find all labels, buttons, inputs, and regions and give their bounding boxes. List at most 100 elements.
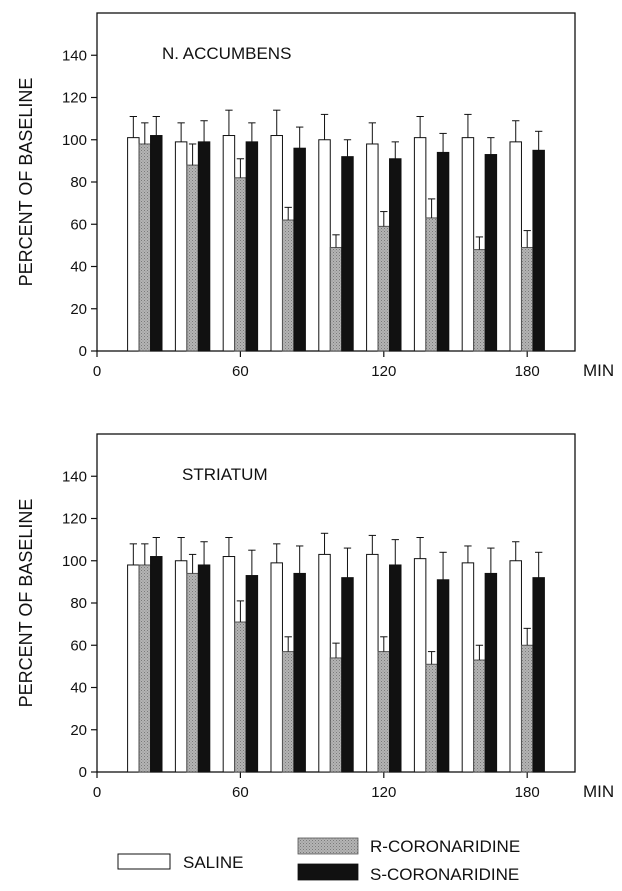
x-tick-label: 0 — [93, 363, 101, 380]
bar-s-coronaridine — [293, 572, 306, 773]
bar-saline — [366, 143, 379, 352]
y-tick-label: 140 — [62, 468, 87, 485]
y-tick-label: 140 — [62, 47, 87, 64]
y-tick-label: 0 — [79, 764, 87, 781]
bar-saline — [127, 137, 140, 352]
y-tick-label: 100 — [62, 553, 87, 570]
y-tick-label: 20 — [70, 722, 87, 739]
y-tick-label: 60 — [70, 637, 87, 654]
bar-saline — [222, 135, 236, 352]
legend-swatch-s-coronaridine — [297, 863, 359, 881]
x-tick-label: 180 — [515, 363, 540, 380]
x-tick-label: 180 — [515, 784, 540, 801]
legend-label-saline: SALINE — [183, 853, 243, 872]
x-tick-label: 120 — [371, 784, 396, 801]
bar-saline — [461, 562, 475, 773]
bar-s-coronaridine — [532, 577, 545, 773]
y-tick-label: 40 — [70, 259, 87, 276]
bar-saline — [509, 560, 522, 773]
bar-s-coronaridine — [150, 135, 163, 352]
panel-title: STRIATUM — [182, 465, 268, 484]
bar-r-coronaridine — [281, 219, 295, 352]
bar-s-coronaridine — [341, 156, 354, 352]
y-tick-label: 20 — [70, 301, 87, 318]
y-tick-label: 80 — [70, 174, 87, 191]
bar-saline — [318, 553, 331, 773]
bar-r-coronaridine — [138, 143, 152, 352]
bar-marks — [127, 532, 545, 773]
bar-r-coronaridine — [329, 246, 343, 352]
bar-s-coronaridine — [197, 141, 211, 352]
bar-r-coronaridine — [425, 663, 438, 773]
bar-r-coronaridine — [473, 659, 486, 773]
bar-saline — [413, 558, 427, 773]
x-tick-label: 60 — [232, 363, 249, 380]
y-tick-label: 80 — [70, 595, 87, 612]
bar-saline — [270, 135, 283, 352]
y-axis: 0 20 40 60 80 100 120 140 — [62, 468, 97, 781]
chart-panel-striatum: STRIATUM PERCENT OF BASELINE MIN 0 20 40 60… — [16, 433, 614, 801]
bar-s-coronaridine — [436, 579, 450, 773]
y-tick-label: 60 — [70, 216, 87, 233]
y-tick-label: 100 — [62, 132, 87, 149]
bar-r-coronaridine — [377, 651, 391, 773]
bar-saline — [413, 137, 427, 352]
y-tick-label: 120 — [62, 511, 87, 528]
bar-saline — [222, 556, 236, 773]
y-tick-label: 40 — [70, 680, 87, 697]
chart-panel-n-accumbens: N. ACCUMBENS PERCENT OF BASELINE MIN 0 20… — [16, 12, 614, 380]
bar-r-coronaridine — [329, 657, 343, 773]
bar-s-coronaridine — [484, 572, 498, 773]
bar-s-coronaridine — [197, 564, 211, 773]
bar-s-coronaridine — [293, 147, 306, 352]
legend-item-s-coronaridine: S-CORONARIDINE — [297, 863, 519, 884]
bar-s-coronaridine — [341, 577, 354, 773]
bar-r-coronaridine — [520, 246, 534, 352]
legend-swatch-saline — [117, 853, 171, 870]
bar-saline — [366, 553, 379, 773]
bar-r-coronaridine — [520, 644, 534, 773]
bar-r-coronaridine — [186, 572, 199, 773]
bar-marks — [127, 109, 545, 352]
legend-label-s-coronaridine: S-CORONARIDINE — [370, 865, 519, 884]
legend-item-saline: SALINE — [117, 853, 243, 872]
y-axis-label: PERCENT OF BASELINE — [16, 78, 36, 287]
bar-r-coronaridine — [473, 249, 486, 352]
y-axis-label: PERCENT OF BASELINE — [16, 499, 36, 708]
bar-r-coronaridine — [425, 217, 438, 352]
bar-s-coronaridine — [150, 556, 163, 773]
bar-s-coronaridine — [389, 564, 402, 773]
y-axis: 0 20 40 60 80 100 120 140 — [62, 47, 97, 360]
legend-label-r-coronaridine: R-CORONARIDINE — [370, 837, 520, 856]
bar-saline — [509, 141, 522, 352]
bar-saline — [174, 141, 188, 352]
x-axis: 0 60 120 180 — [93, 351, 540, 380]
bar-s-coronaridine — [436, 151, 450, 352]
bar-s-coronaridine — [532, 149, 545, 352]
bar-r-coronaridine — [138, 564, 152, 773]
bar-r-coronaridine — [281, 651, 295, 773]
bar-saline — [270, 562, 283, 773]
bar-r-coronaridine — [234, 177, 247, 352]
bar-r-coronaridine — [186, 164, 199, 352]
x-tick-label: 60 — [232, 784, 249, 801]
bar-saline — [461, 137, 475, 352]
bar-saline — [174, 560, 188, 773]
bar-s-coronaridine — [245, 141, 259, 352]
x-tick-label: 0 — [93, 784, 101, 801]
legend-item-r-coronaridine: R-CORONARIDINE — [297, 837, 520, 856]
x-axis: 0 60 120 180 — [93, 772, 540, 801]
bar-s-coronaridine — [389, 158, 402, 352]
legend: SALINE R-CORONARIDINE S-CORONARIDINE — [117, 837, 520, 884]
y-tick-label: 0 — [79, 343, 87, 360]
legend-swatch-r-coronaridine — [297, 837, 359, 855]
bar-saline — [318, 139, 331, 352]
bar-s-coronaridine — [484, 154, 498, 352]
bar-saline — [127, 564, 140, 773]
y-tick-label: 120 — [62, 90, 87, 107]
x-tick-label: 120 — [371, 363, 396, 380]
bar-r-coronaridine — [234, 621, 247, 773]
x-axis-unit-label: MIN — [583, 782, 614, 801]
bar-r-coronaridine — [377, 225, 391, 352]
